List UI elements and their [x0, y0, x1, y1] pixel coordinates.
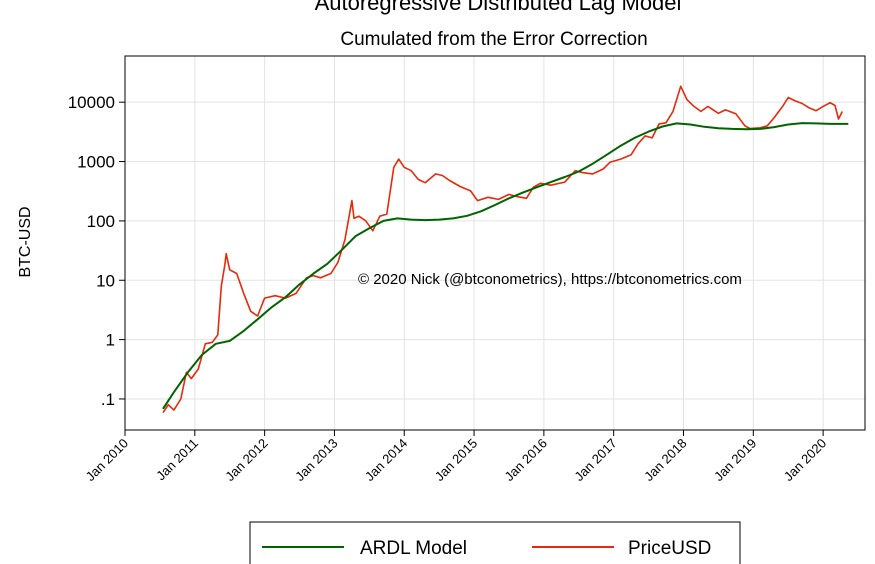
y-tick-label: 10 — [96, 271, 115, 290]
chart-title: Autoregressive Distributed Lag Model — [315, 0, 682, 15]
series-layer — [162, 85, 849, 413]
y-axis-title: BTC-USD — [17, 206, 34, 277]
series-line-priceusd — [162, 85, 843, 413]
x-tick-label: Jan 2018 — [641, 436, 689, 484]
x-tick-label: Jan 2011 — [153, 436, 201, 484]
x-tick-label: Jan 2020 — [781, 436, 829, 484]
x-tick-label: Jan 2015 — [432, 436, 480, 484]
x-tick-label: Jan 2017 — [571, 436, 619, 484]
legend: ARDL Model PriceUSD — [249, 521, 741, 564]
y-tick-label: .1 — [101, 390, 115, 409]
x-tick-label: Jan 2014 — [362, 436, 410, 484]
copyright-annotation: © 2020 Nick (@btconometrics), https://bt… — [358, 271, 742, 288]
legend-label-ardl-model: ARDL Model — [360, 538, 467, 559]
x-tick-label: Jan 2012 — [222, 436, 270, 484]
y-tick-label: 10000 — [68, 93, 115, 112]
x-tick-label: Jan 2019 — [711, 436, 759, 484]
x-tick-label: Jan 2010 — [83, 436, 131, 484]
y-tick-label: 100 — [87, 212, 115, 231]
legend-box — [249, 521, 741, 564]
y-tick-label: 1000 — [77, 153, 115, 172]
plot-area — [124, 55, 866, 431]
series-line-ardl-model — [162, 122, 849, 410]
x-axis: Jan 2010 Jan 2011 Jan 2012 Jan 2013 Jan 2014… — [83, 430, 829, 484]
x-tick-label: Jan 2013 — [292, 436, 340, 484]
chart-subtitle: Cumulated from the Error Correction — [340, 29, 647, 50]
y-axis: .1 1 10 100 1000 10000 — [68, 93, 125, 409]
legend-label-priceusd: PriceUSD — [628, 538, 711, 559]
x-tick-label: Jan 2016 — [502, 436, 550, 484]
gridlines — [124, 56, 865, 430]
y-tick-label: 1 — [106, 331, 115, 350]
